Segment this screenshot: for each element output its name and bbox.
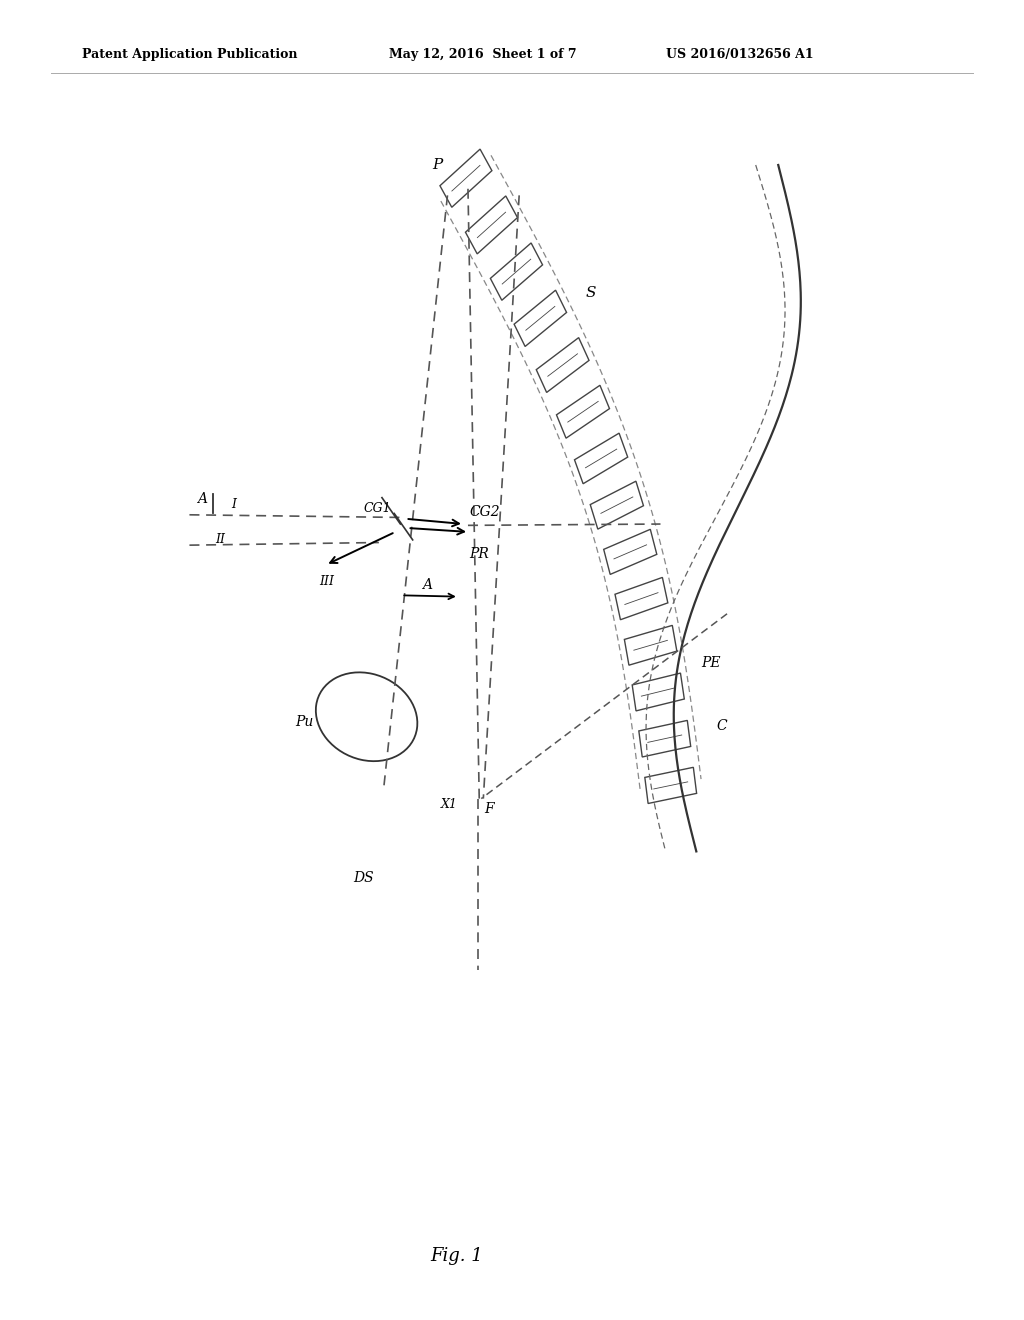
Text: DS: DS (353, 871, 374, 884)
Text: A: A (197, 492, 207, 506)
Text: PE: PE (701, 656, 721, 669)
Text: Patent Application Publication: Patent Application Publication (82, 48, 297, 61)
Text: X1: X1 (440, 797, 457, 810)
Text: A: A (422, 578, 432, 591)
Text: Fig. 1: Fig. 1 (430, 1246, 483, 1265)
Text: F: F (484, 803, 494, 816)
Text: II: II (215, 532, 225, 545)
Text: CG1: CG1 (364, 502, 391, 515)
Text: CG2: CG2 (469, 506, 500, 519)
Text: I: I (231, 498, 237, 511)
Text: US 2016/0132656 A1: US 2016/0132656 A1 (666, 48, 813, 61)
Text: S: S (586, 286, 596, 300)
Text: P: P (432, 158, 442, 172)
Text: May 12, 2016  Sheet 1 of 7: May 12, 2016 Sheet 1 of 7 (389, 48, 577, 61)
Text: III: III (319, 574, 335, 587)
Text: PR: PR (469, 548, 488, 561)
Text: C: C (717, 719, 727, 733)
Text: Pu: Pu (295, 715, 313, 729)
